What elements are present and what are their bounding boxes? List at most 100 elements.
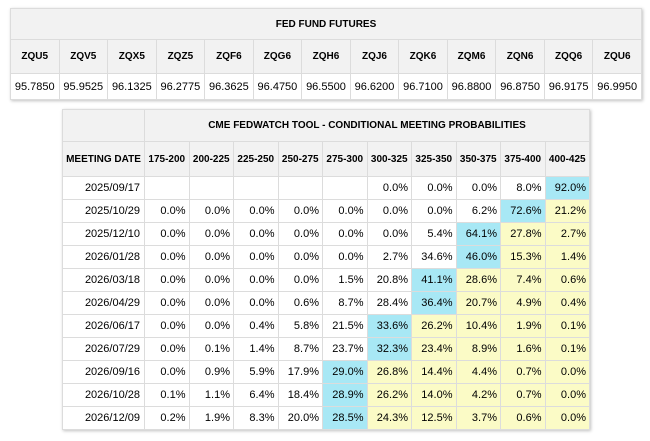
probability-cell: 0.0% <box>366 199 412 223</box>
probability-cell: 0.0% <box>188 245 234 269</box>
fedwatch-body: 2025/09/17 0.0% 0.0% 0.0% 8.0% 92.0% 2025/10/2… <box>62 176 590 430</box>
probability-cell: 0.0% <box>277 245 323 269</box>
meeting-date-cell: 2026/07/29 <box>62 337 145 361</box>
rate-range-header: 375-400 <box>500 141 546 177</box>
probability-cell: 5.4% <box>411 222 457 246</box>
probability-cell: 26.2% <box>411 314 457 338</box>
probability-cell: 23.7% <box>322 337 368 361</box>
futures-price-row: 95.7850 95.9525 96.1325 96.2775 96.3625 96.47… <box>10 73 642 100</box>
probability-cell: 0.0% <box>233 245 279 269</box>
probability-cell: 0.0% <box>144 199 190 223</box>
probability-cell: 0.0% <box>544 383 590 407</box>
probability-cell: 21.5% <box>322 314 368 338</box>
probability-cell <box>233 176 279 200</box>
futures-symbol-row: ZQU5 ZQV5 ZQX5 ZQZ5 ZQF6 ZQG6 ZQH6 ZQJ6 ZQK6 ZQM6… <box>10 39 642 74</box>
fedwatch-probabilities-table: CME FEDWATCH TOOL - CONDITIONAL MEETING … <box>62 109 590 430</box>
futures-price-cell: 96.8750 <box>495 73 545 100</box>
table-corner <box>62 109 145 142</box>
probability-cell: 0.0% <box>233 199 279 223</box>
futures-symbol-cell: ZQX5 <box>107 39 157 74</box>
probability-cell: 20.7% <box>455 291 501 315</box>
probability-cell: 0.0% <box>277 268 323 292</box>
probability-cell: 32.3% <box>366 337 412 361</box>
probability-cell: 0.4% <box>544 291 590 315</box>
probability-cell: 0.0% <box>188 314 234 338</box>
probability-cell: 64.1% <box>455 222 501 246</box>
probability-cell: 14.0% <box>411 383 457 407</box>
futures-symbol-cell: ZQF6 <box>204 39 254 74</box>
probability-cell: 0.0% <box>277 199 323 223</box>
probability-cell: 0.0% <box>144 245 190 269</box>
probability-cell: 26.2% <box>366 383 412 407</box>
probability-cell: 8.3% <box>233 406 279 430</box>
table-row: 2026/01/28 0.0% 0.0% 0.0% 0.0% 0.0% 2.7% 34.6% 4… <box>62 245 590 269</box>
probability-cell: 29.0% <box>322 360 368 384</box>
rate-range-header: 300-325 <box>366 141 412 177</box>
probability-cell: 0.0% <box>144 222 190 246</box>
futures-price-cell: 96.8800 <box>446 73 497 100</box>
probability-cell: 0.1% <box>188 337 234 361</box>
futures-symbol-cell: ZQK6 <box>398 39 448 74</box>
probability-cell: 4.9% <box>500 291 546 315</box>
probability-cell: 1.9% <box>188 406 234 430</box>
probability-cell: 0.0% <box>144 291 190 315</box>
meeting-date-cell: 2026/03/18 <box>62 268 145 292</box>
probability-cell: 0.0% <box>233 291 279 315</box>
probability-cell <box>277 176 323 200</box>
probability-cell: 8.7% <box>277 337 323 361</box>
meeting-date-cell: 2026/12/09 <box>62 406 145 430</box>
rate-range-header: 225-250 <box>233 141 279 177</box>
probability-cell: 14.4% <box>411 360 457 384</box>
table-row: 2026/06/17 0.0% 0.0% 0.4% 5.8% 21.5% 33.6% 26.2… <box>62 314 590 338</box>
table-row: 2026/09/16 0.0% 0.9% 5.9% 17.9% 29.0% 26.8% 14.… <box>62 360 590 384</box>
rate-range-header: 325-350 <box>411 141 457 177</box>
probability-cell: 36.4% <box>411 291 457 315</box>
probability-cell: 18.4% <box>277 383 323 407</box>
probability-cell: 28.9% <box>322 383 368 407</box>
probability-cell: 6.4% <box>233 383 279 407</box>
probability-cell: 27.8% <box>500 222 546 246</box>
probability-cell: 0.0% <box>188 199 234 223</box>
probability-cell: 0.0% <box>188 222 234 246</box>
rate-range-header: 400-425 <box>544 141 590 177</box>
probability-cell: 41.1% <box>411 268 457 292</box>
probability-cell: 23.4% <box>411 337 457 361</box>
probability-cell: 5.9% <box>233 360 279 384</box>
fedwatch-title: CME FEDWATCH TOOL - CONDITIONAL MEETING … <box>144 109 590 142</box>
probability-cell: 0.0% <box>233 222 279 246</box>
probability-cell: 0.0% <box>544 360 590 384</box>
probability-cell: 0.0% <box>144 360 190 384</box>
probability-cell: 15.3% <box>500 245 546 269</box>
futures-price-cell: 96.9175 <box>543 73 594 100</box>
probability-cell: 0.0% <box>366 176 412 200</box>
probability-cell: 0.0% <box>322 199 368 223</box>
probability-cell: 24.3% <box>366 406 412 430</box>
probability-cell: 2.7% <box>544 222 590 246</box>
probability-cell: 20.8% <box>366 268 412 292</box>
table-row: 2025/10/29 0.0% 0.0% 0.0% 0.0% 0.0% 0.0% 0.0% 6.… <box>62 199 590 223</box>
table-row: 2025/12/10 0.0% 0.0% 0.0% 0.0% 0.0% 0.0% 5.4% 64… <box>62 222 590 246</box>
probability-cell: 26.8% <box>366 360 412 384</box>
probability-cell: 0.0% <box>322 222 368 246</box>
probability-cell: 0.0% <box>144 268 190 292</box>
table-row: 2026/07/29 0.0% 0.1% 1.4% 8.7% 23.7% 32.3% 23.4… <box>62 337 590 361</box>
futures-symbol-cell: ZQJ6 <box>349 39 400 74</box>
probability-cell: 12.5% <box>411 406 457 430</box>
table-row: 2026/10/28 0.1% 1.1% 6.4% 18.4% 28.9% 26.2% 14.… <box>62 383 590 407</box>
probability-cell: 0.2% <box>144 406 190 430</box>
rate-range-header: 275-300 <box>322 141 368 177</box>
rate-range-header: 175-200 <box>144 141 190 177</box>
probability-cell: 28.4% <box>366 291 412 315</box>
meeting-date-cell: 2026/01/28 <box>62 245 145 269</box>
probability-cell: 0.0% <box>188 268 234 292</box>
probability-cell <box>144 176 190 200</box>
futures-symbol-cell: ZQM6 <box>446 39 497 74</box>
probability-cell: 72.6% <box>500 199 546 223</box>
probability-cell: 0.0% <box>144 337 190 361</box>
probability-cell: 0.0% <box>277 222 323 246</box>
probability-cell: 1.6% <box>500 337 546 361</box>
futures-symbol-cell: ZQH6 <box>301 39 351 74</box>
futures-symbol-cell: ZQG6 <box>252 39 303 74</box>
meeting-date-header: MEETING DATE <box>62 141 145 177</box>
probability-cell: 10.4% <box>455 314 501 338</box>
